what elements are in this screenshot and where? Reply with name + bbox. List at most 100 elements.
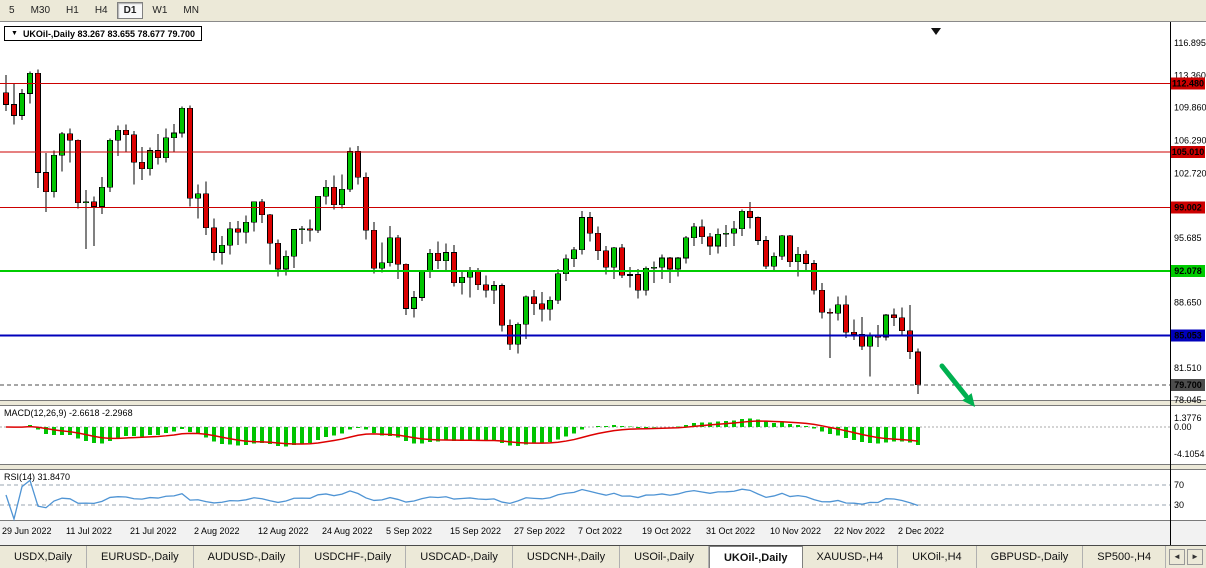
date-label: 2 Dec 2022 [898,526,944,536]
candle [523,296,529,325]
candle [587,217,593,234]
candle [843,304,849,333]
candle [43,172,49,193]
annotation-arrow[interactable] [939,363,975,407]
candle [915,351,921,386]
candle [723,232,729,235]
candle [531,296,537,305]
candle [187,107,193,199]
candle [619,247,625,276]
candle [827,311,833,314]
candle [675,257,681,270]
candle [179,107,185,134]
price-scale-label: 113.360 [1174,70,1206,80]
candle [811,263,817,291]
tab-XAUUSD-H4[interactable]: XAUUSD-,H4 [803,546,899,568]
candle [123,129,129,136]
chart-caption[interactable]: ▼ UKOil-,Daily 83.267 83.655 78.677 79.7… [4,26,203,41]
candle [851,332,857,335]
candle [131,134,137,163]
candle [363,176,369,231]
tab-GBPUSD-Daily[interactable]: GBPUSD-,Daily [977,546,1084,568]
macd-histogram [12,418,920,447]
tab-UKOil-Daily[interactable]: UKOil-,Daily [708,546,803,568]
price-chart-canvas[interactable]: 116.895 113.360 109.860 106.290 102.720 95.68… [0,22,1206,545]
price-badge [1171,201,1205,214]
rsi-scale-label: 30 [1174,500,1184,510]
candle [107,140,113,188]
price-badge [1171,378,1205,391]
tab-USDCHF-Daily[interactable]: USDCHF-,Daily [300,546,407,568]
candle [51,154,57,193]
candle [707,236,713,247]
candle [819,289,825,313]
tab-USDCNH-Daily[interactable]: USDCNH-,Daily [513,546,621,568]
chart-shift-marker-icon[interactable] [931,28,941,35]
tab-SP500-H4[interactable]: SP500-,H4 [1083,546,1166,568]
timeframe-button-D1[interactable]: D1 [116,2,144,19]
chart-tabs: USDX,Daily EURUSD-,Daily AUDUSD-,Daily USDC… [0,546,1166,568]
candle [483,284,489,291]
candle [283,255,289,270]
candle [251,201,257,223]
candle [603,250,609,268]
candle [835,304,841,314]
macd-scale-label: 1.3776 [1174,413,1202,423]
candle [3,92,9,105]
tab-USDCAD-Daily[interactable]: USDCAD-,Daily [406,546,513,568]
price-badge [1171,146,1205,159]
tab-USOil-Daily[interactable]: USOil-,Daily [620,546,709,568]
date-label: 24 Aug 2022 [322,526,373,536]
timeframe-button-5[interactable]: 5 [2,2,22,19]
tab-UKOil-H4[interactable]: UKOil-,H4 [898,546,977,568]
candle [267,214,273,244]
price-badge-label: 99.002 [1174,202,1202,212]
candle [859,333,865,347]
candle [99,186,105,207]
candle [867,335,873,347]
timeframe-button-H4[interactable]: H4 [88,2,115,19]
tab-EURUSD-Daily[interactable]: EURUSD-,Daily [87,546,194,568]
candle [515,323,521,345]
timeframe-button-MN[interactable]: MN [176,2,206,19]
symbol-dropdown-icon[interactable]: ▼ [11,30,18,37]
price-scale-label: 81.510 [1174,363,1202,373]
candle [451,252,457,284]
candle [115,129,121,141]
rsi-scale-label: 70 [1174,480,1184,490]
timeframe-button-H1[interactable]: H1 [59,2,86,19]
candle [259,201,265,216]
candle [899,317,905,331]
macd-signal-line [5,420,919,445]
candle [443,252,449,262]
tab-AUDUSD-Daily[interactable]: AUDUSD-,Daily [194,546,301,568]
timeframe-button-W1[interactable]: W1 [145,2,174,19]
date-label: 15 Sep 2022 [450,526,501,536]
tabs-scroll-left-button[interactable]: ◄ [1169,549,1185,565]
candle [779,235,785,257]
date-label: 7 Oct 2022 [578,526,622,536]
candle [787,235,793,262]
price-badge-label: 105.010 [1172,147,1205,157]
timeframe-button-M30[interactable]: M30 [24,2,57,19]
candle [331,186,337,205]
candle [763,240,769,267]
tab-USDX-Daily[interactable]: USDX,Daily [0,546,88,568]
price-badge-label: 112.480 [1172,79,1204,89]
macd-scale-label: -4.1054 [1174,449,1205,459]
chart-window: 116.895 113.360 109.860 106.290 102.720 95.68… [0,22,1206,545]
candle [11,104,17,116]
date-label: 10 Nov 2022 [770,526,821,536]
price-badge-label: 85.053 [1174,331,1202,341]
candle [243,221,249,233]
candle [547,299,553,310]
candle [907,330,913,353]
candle [347,151,353,190]
candle [643,267,649,291]
candle [499,285,505,326]
chart-title: UKOil-,Daily 83.267 83.655 78.677 79.700 [22,28,196,39]
candle [315,196,321,231]
tabs-scroll-right-button[interactable]: ► [1187,549,1203,565]
date-label: 19 Oct 2022 [642,526,691,536]
date-label: 21 Jul 2022 [130,526,177,536]
